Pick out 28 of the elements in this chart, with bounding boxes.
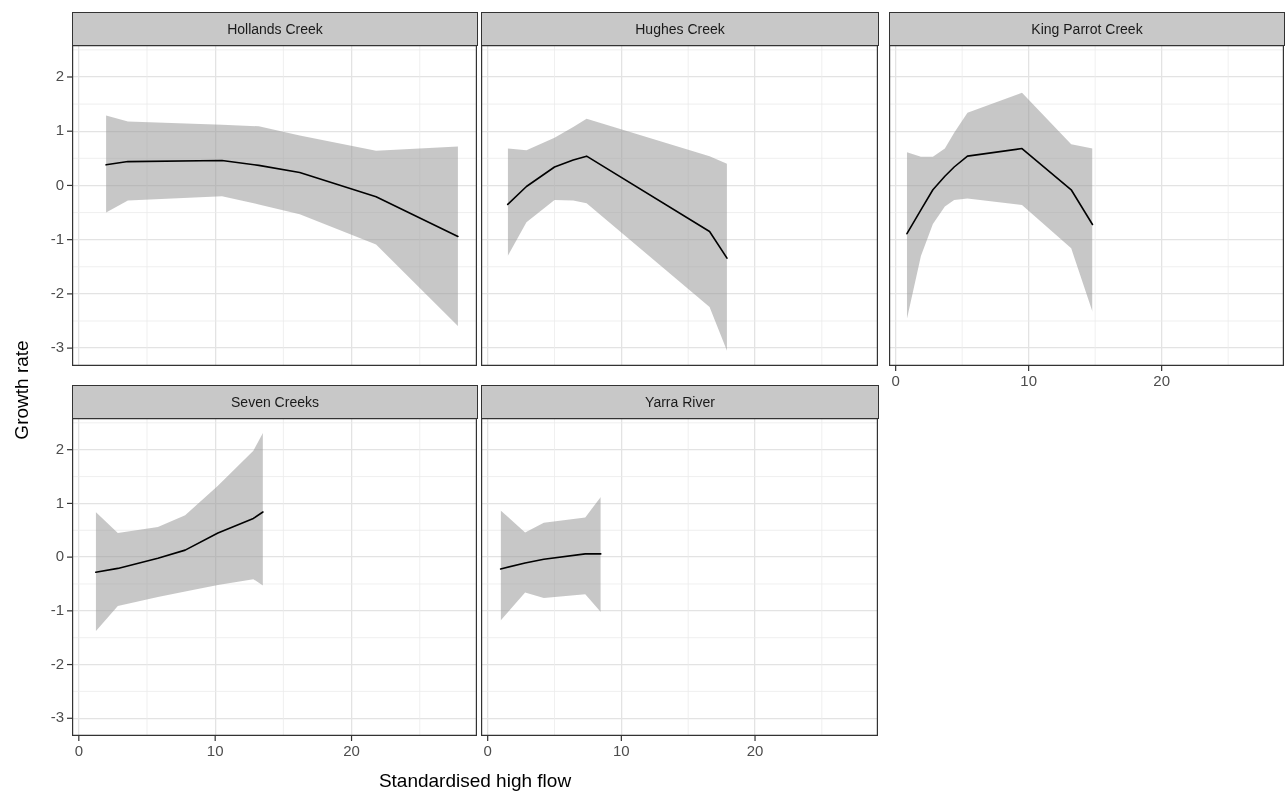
chart-title: King Parrot Creek xyxy=(889,12,1285,46)
x-tick-label: 0 xyxy=(891,371,900,389)
x-tick-label: 20 xyxy=(1153,371,1170,389)
x-tick-label: 10 xyxy=(613,741,630,759)
x-tick-label: 0 xyxy=(483,741,492,759)
y-axis-title: Growth rate xyxy=(11,340,33,440)
y-tick-label: 0 xyxy=(55,547,64,565)
x-tick-label: 20 xyxy=(746,741,764,759)
y-tick-label: 1 xyxy=(55,493,64,511)
y-tick-label: -2 xyxy=(50,284,64,302)
y-tick-label: -1 xyxy=(50,229,64,247)
y-tick-label: -3 xyxy=(50,708,64,726)
chart-title: Hughes Creek xyxy=(481,12,879,46)
x-axis-title: Standardised high flow xyxy=(377,770,573,792)
y-tick-label: -2 xyxy=(50,654,64,672)
x-tick-label: 10 xyxy=(1020,371,1037,389)
chart-title: Hollands Creek xyxy=(72,12,478,46)
chart-title: Seven Creeks xyxy=(72,385,478,419)
y-tick-label: -3 xyxy=(50,338,64,356)
y-tick-label: 1 xyxy=(55,121,64,139)
y-tick-label: 0 xyxy=(55,175,64,193)
x-tick-label: 0 xyxy=(74,741,83,759)
y-tick-label: 2 xyxy=(55,439,64,457)
y-tick-label: -1 xyxy=(50,600,64,618)
chart-title: Yarra River xyxy=(481,385,879,419)
x-tick-label: 20 xyxy=(343,741,360,759)
y-tick-label: 2 xyxy=(55,67,64,85)
x-tick-label: 10 xyxy=(206,741,224,759)
